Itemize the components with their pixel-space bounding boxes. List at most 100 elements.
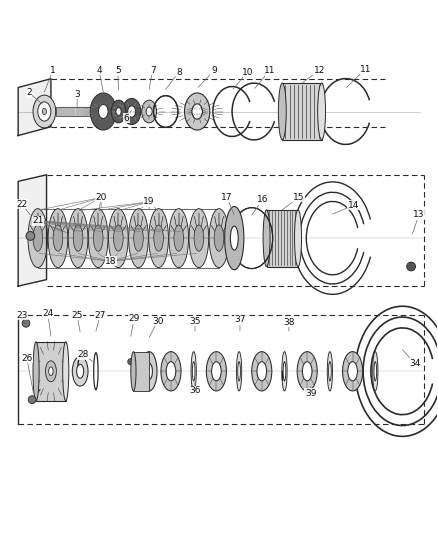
- Ellipse shape: [33, 342, 39, 401]
- Text: 2: 2: [26, 88, 42, 104]
- Text: 11: 11: [255, 67, 275, 88]
- Ellipse shape: [191, 352, 196, 391]
- Text: 7: 7: [149, 66, 155, 89]
- Ellipse shape: [109, 208, 128, 268]
- Bar: [56, 107, 99, 116]
- Text: 26: 26: [21, 354, 33, 393]
- Bar: [283, 83, 321, 140]
- Text: 4: 4: [96, 66, 103, 92]
- Circle shape: [128, 359, 134, 365]
- Ellipse shape: [257, 362, 267, 381]
- Text: 29: 29: [128, 314, 140, 336]
- Ellipse shape: [297, 352, 317, 391]
- Ellipse shape: [129, 208, 148, 268]
- Text: 12: 12: [302, 66, 325, 83]
- Ellipse shape: [146, 107, 152, 116]
- Ellipse shape: [192, 104, 202, 119]
- Ellipse shape: [48, 208, 68, 268]
- Ellipse shape: [343, 352, 363, 391]
- Polygon shape: [18, 175, 46, 286]
- Ellipse shape: [68, 208, 88, 268]
- Ellipse shape: [214, 225, 224, 251]
- Ellipse shape: [116, 108, 121, 116]
- Text: 1: 1: [44, 66, 56, 92]
- Ellipse shape: [123, 99, 141, 125]
- Text: 30: 30: [149, 317, 164, 337]
- Ellipse shape: [209, 208, 229, 268]
- Ellipse shape: [192, 362, 195, 381]
- Ellipse shape: [161, 352, 181, 391]
- Text: 17: 17: [221, 193, 234, 215]
- Ellipse shape: [93, 225, 103, 251]
- Circle shape: [28, 395, 36, 403]
- Bar: [267, 210, 298, 266]
- Text: 24: 24: [42, 309, 53, 336]
- Bar: [134, 352, 149, 391]
- Text: 16: 16: [252, 195, 268, 215]
- Text: 5: 5: [115, 67, 120, 90]
- Ellipse shape: [225, 206, 244, 270]
- Circle shape: [26, 231, 35, 240]
- Text: 39: 39: [305, 386, 316, 398]
- Circle shape: [22, 319, 30, 327]
- Ellipse shape: [111, 100, 126, 123]
- Ellipse shape: [149, 208, 169, 268]
- Ellipse shape: [302, 362, 312, 381]
- Ellipse shape: [237, 352, 242, 391]
- Ellipse shape: [33, 225, 42, 251]
- Ellipse shape: [212, 362, 221, 381]
- Ellipse shape: [318, 83, 325, 140]
- Ellipse shape: [230, 226, 238, 250]
- Text: 22: 22: [16, 199, 30, 215]
- Ellipse shape: [166, 362, 176, 381]
- Bar: [36, 342, 66, 401]
- Ellipse shape: [46, 361, 57, 382]
- Ellipse shape: [328, 362, 331, 381]
- Text: 38: 38: [283, 318, 295, 331]
- Text: 3: 3: [74, 90, 80, 107]
- Ellipse shape: [42, 108, 46, 115]
- Ellipse shape: [33, 95, 56, 128]
- Text: 10: 10: [233, 68, 253, 89]
- Ellipse shape: [28, 208, 48, 268]
- Text: 21: 21: [32, 216, 66, 232]
- Ellipse shape: [279, 83, 286, 140]
- Ellipse shape: [327, 352, 332, 391]
- Ellipse shape: [88, 208, 108, 268]
- Text: 23: 23: [16, 311, 27, 323]
- Ellipse shape: [142, 100, 156, 123]
- Ellipse shape: [374, 362, 377, 381]
- Ellipse shape: [141, 352, 157, 391]
- Text: 27: 27: [95, 311, 106, 331]
- Ellipse shape: [348, 362, 357, 381]
- Text: 35: 35: [189, 317, 201, 331]
- Ellipse shape: [169, 208, 188, 268]
- Ellipse shape: [90, 93, 117, 130]
- Text: 6: 6: [124, 110, 132, 123]
- Ellipse shape: [128, 106, 136, 117]
- Ellipse shape: [294, 210, 301, 266]
- Text: 34: 34: [403, 350, 420, 368]
- Ellipse shape: [283, 362, 286, 381]
- Text: 13: 13: [413, 211, 425, 234]
- Text: 11: 11: [346, 64, 371, 87]
- Ellipse shape: [38, 102, 51, 121]
- Ellipse shape: [373, 352, 378, 391]
- Ellipse shape: [263, 210, 270, 266]
- Ellipse shape: [282, 352, 287, 391]
- Ellipse shape: [146, 363, 152, 379]
- Ellipse shape: [49, 367, 53, 376]
- Ellipse shape: [154, 225, 163, 251]
- Ellipse shape: [131, 352, 136, 391]
- Ellipse shape: [63, 342, 69, 401]
- Ellipse shape: [184, 93, 210, 130]
- Text: 8: 8: [166, 68, 182, 89]
- Ellipse shape: [134, 225, 143, 251]
- Circle shape: [407, 262, 416, 271]
- Polygon shape: [18, 79, 51, 135]
- Text: 15: 15: [283, 193, 304, 210]
- Text: 18: 18: [105, 254, 117, 266]
- Ellipse shape: [73, 225, 83, 251]
- Text: 14: 14: [332, 201, 359, 214]
- Ellipse shape: [206, 352, 226, 391]
